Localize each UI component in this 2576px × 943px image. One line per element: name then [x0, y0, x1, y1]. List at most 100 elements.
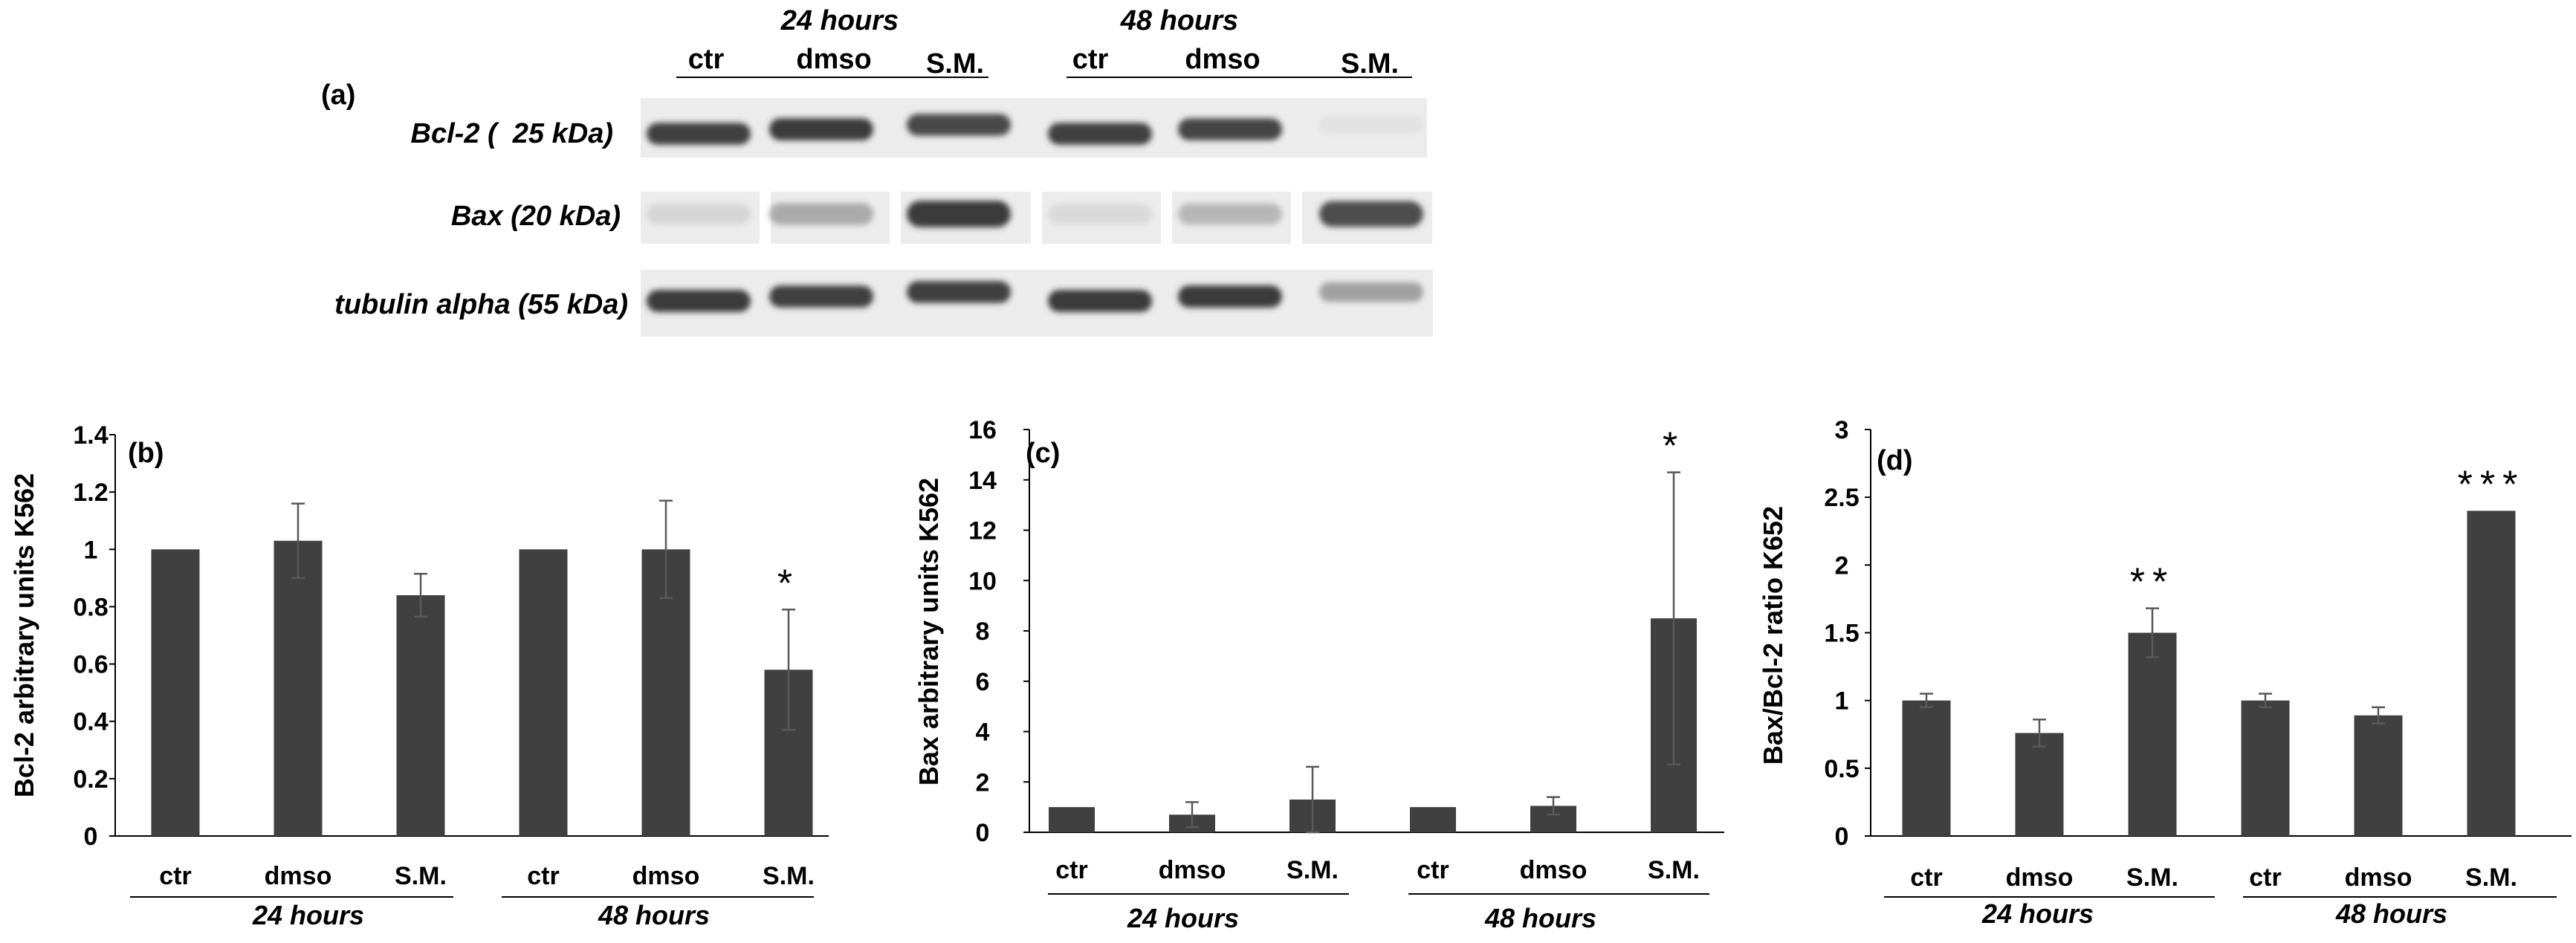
blot-band — [1319, 282, 1423, 302]
y-tick-label: 10 — [968, 567, 997, 595]
bar — [2015, 733, 2064, 836]
y-tick-label: 1.5 — [1824, 620, 1859, 648]
y-tick-label: 2.5 — [1824, 484, 1859, 512]
blot-band — [1048, 123, 1152, 145]
chart-bcl2: (b) Bcl-2 arbitrary units K562 0 0.2 0.4 0.6 0… — [9, 421, 829, 930]
y-tick-label: 14 — [968, 467, 997, 495]
western-blot-panel: (a) 24 hours 48 hours ctr dmso S.M. ctr … — [321, 5, 1433, 337]
blot-strip — [641, 270, 1433, 337]
y-tick-label: 4 — [976, 719, 990, 747]
category-label: dmso — [1159, 856, 1226, 884]
panel-label: (d) — [1877, 445, 1913, 476]
group-header-24h: 24 hours — [780, 5, 899, 36]
bar — [2354, 715, 2403, 836]
y-tick-label: 16 — [968, 416, 997, 444]
category-label: dmso — [2006, 863, 2074, 892]
group-label: 48 hours — [598, 900, 710, 930]
category-label: dmso — [2345, 863, 2412, 892]
chart-bax-bcl2-ratio: (d) Bax/Bcl-2 ratio K652 0 0.5 1 1.5 2 2.5 3 ctr d… — [1758, 416, 2572, 929]
blot-band — [907, 281, 1011, 303]
lane-label: dmso — [796, 44, 871, 75]
group-label: 48 hours — [2335, 898, 2447, 929]
category-label: S.M. — [763, 862, 815, 890]
lane-label: ctr — [1072, 44, 1109, 75]
group-label: 24 hours — [1127, 903, 1239, 933]
category-label: ctr — [1417, 856, 1449, 884]
blot-band — [1178, 118, 1282, 140]
y-tick-label: 1.4 — [73, 421, 108, 450]
lane-label: dmso — [1185, 44, 1260, 75]
chart-bax: (c) Bax arbitrary units K562 0 2 4 6 8 10 12 14 16… — [913, 416, 1724, 933]
y-tick-label: 1.2 — [73, 479, 108, 507]
significance-marker: *** — [2458, 463, 2525, 506]
blot-band — [647, 204, 751, 224]
y-tick-label: 3 — [1835, 416, 1849, 444]
category-label: S.M. — [395, 862, 447, 890]
y-tick-label: 0.4 — [73, 708, 108, 736]
y-axis-label: Bax/Bcl-2 ratio K652 — [1758, 506, 1788, 765]
lane-label: S.M. — [1341, 48, 1399, 80]
blot-row-label: Bcl-2 ( 25 kDa) — [411, 118, 613, 149]
y-tick-label: 1 — [1835, 687, 1849, 716]
group-label: 48 hours — [1484, 903, 1596, 933]
category-label: ctr — [159, 862, 191, 890]
y-tick-label: 0.5 — [1824, 755, 1859, 783]
bar — [396, 595, 445, 836]
significance-marker: * — [777, 562, 800, 605]
lane-label: S.M. — [926, 48, 984, 80]
y-tick-label: 0 — [84, 823, 98, 851]
blot-strips — [641, 98, 1433, 337]
bar — [151, 549, 200, 836]
y-tick-label: 8 — [976, 618, 990, 646]
bar — [2128, 632, 2177, 836]
y-axis-label: Bcl-2 arbitrary units K562 — [9, 473, 39, 797]
category-label: S.M. — [1287, 856, 1339, 884]
y-tick-label: 0.6 — [73, 651, 108, 679]
bar — [1049, 807, 1095, 832]
y-tick-label: 0 — [1835, 823, 1849, 851]
blot-band — [1178, 203, 1282, 225]
y-tick-label: 2 — [976, 768, 990, 797]
blot-row-label: Bax (20 kDa) — [451, 201, 621, 232]
blot-band — [769, 285, 873, 308]
y-tick-label: 0 — [976, 819, 990, 847]
significance-marker: ** — [2130, 561, 2175, 604]
bar — [2241, 700, 2290, 836]
y-tick-label: 0.2 — [73, 765, 108, 794]
category-label: ctr — [1910, 863, 1942, 892]
group-label: 24 hours — [1981, 898, 2094, 929]
group-header-48h: 48 hours — [1120, 5, 1238, 36]
bar — [2467, 511, 2516, 836]
significance-marker: * — [1663, 425, 1685, 468]
blot-band — [1048, 290, 1152, 312]
blot-band — [769, 203, 873, 225]
category-label: dmso — [1520, 856, 1588, 884]
bar — [519, 549, 568, 836]
category-label: S.M. — [2465, 863, 2517, 892]
blot-band — [769, 118, 873, 140]
y-tick-label: 6 — [976, 668, 990, 696]
category-label: ctr — [1055, 856, 1087, 884]
bar — [274, 540, 323, 836]
blot-band — [1319, 115, 1423, 135]
y-tick-label: 1 — [84, 536, 98, 564]
blot-band — [647, 290, 751, 312]
group-label: 24 hours — [252, 900, 364, 930]
bar — [1410, 807, 1456, 832]
category-label: ctr — [527, 862, 559, 890]
category-label: dmso — [265, 862, 332, 890]
y-axis-label: Bax arbitrary units K562 — [913, 478, 944, 785]
blot-strip — [641, 98, 1427, 158]
blot-band — [907, 114, 1011, 136]
blot-band — [907, 201, 1011, 227]
bar — [1902, 700, 1951, 836]
blot-row-label: tubulin alpha (55 kDa) — [334, 289, 628, 320]
panel-label: (b) — [128, 438, 164, 469]
y-tick-label: 0.8 — [73, 593, 108, 621]
panel-label: (c) — [1026, 438, 1060, 469]
category-label: dmso — [632, 862, 700, 890]
category-label: S.M. — [2126, 863, 2178, 892]
y-tick-label: 2 — [1835, 551, 1849, 580]
blot-band — [1048, 204, 1152, 224]
